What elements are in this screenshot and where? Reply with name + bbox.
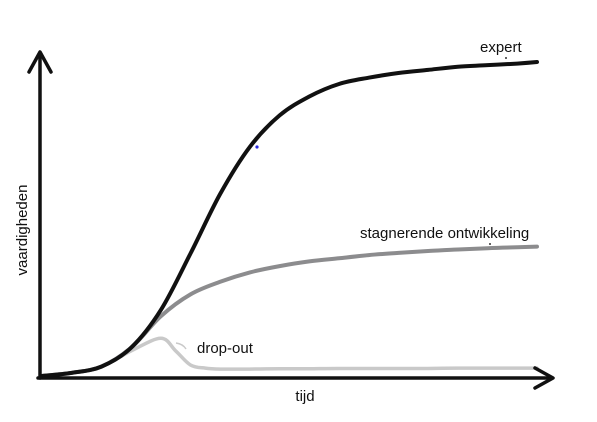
drop-out-pointer	[175, 342, 187, 350]
y-axis-label: vaardigheden	[14, 185, 31, 276]
x-axis-label: tijd	[295, 388, 314, 405]
y-axis-arrow-icon	[27, 50, 53, 74]
x-axis-arrow-icon	[533, 366, 555, 390]
annotation-stagnerende-ontwikkeling: stagnerende ontwikkeling	[360, 225, 529, 242]
stray-dot-stagnerend	[489, 243, 491, 245]
series-line-stagnerende-ontwikkeling	[40, 244, 539, 378]
annotation-expert: expert	[480, 39, 523, 56]
stray-dot-blue	[255, 145, 259, 149]
annotation-drop-out: drop-out	[197, 340, 254, 357]
series-line-drop-out	[40, 336, 539, 378]
series-line-expert	[40, 60, 539, 378]
series-layer	[40, 60, 539, 378]
stray-dot-expert	[505, 57, 507, 59]
axes	[27, 50, 555, 390]
